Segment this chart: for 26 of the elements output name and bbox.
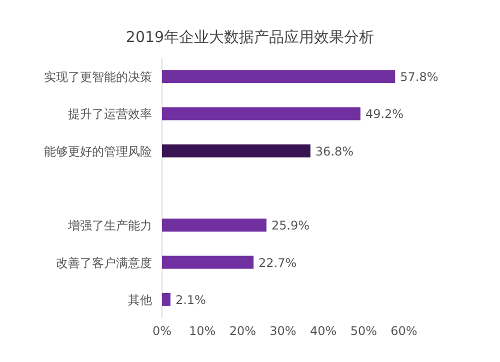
bar: [162, 107, 360, 120]
x-tick-label: 40%: [310, 324, 337, 338]
bar: [162, 70, 396, 84]
x-tick-label: 0%: [152, 324, 172, 338]
x-tick-label: 30%: [270, 324, 296, 338]
x-tick-label: 20%: [229, 324, 256, 338]
data-label: 36.8%: [315, 144, 354, 158]
bar: [162, 256, 254, 269]
x-tick-label: 60%: [390, 324, 418, 338]
x-tick-label: 10%: [188, 324, 216, 338]
data-label: 2.1%: [175, 292, 206, 307]
bar: [162, 218, 266, 232]
bar: [162, 144, 310, 158]
data-label: 25.9%: [271, 218, 310, 233]
y-tick-label: 其他: [128, 292, 152, 307]
data-label: 22.7%: [258, 256, 297, 270]
y-tick-label: 增强了生产能力: [67, 218, 152, 233]
chart-title: 2019年企业大数据产品应用效果分析: [126, 28, 374, 46]
y-tick-label: 能够更好的管理风险: [44, 144, 152, 158]
x-tick-label: 50%: [350, 324, 378, 338]
y-tick-label: 改善了客户满意度: [56, 256, 152, 270]
data-label: 49.2%: [365, 107, 404, 122]
data-label: 57.8%: [400, 70, 438, 84]
y-tick-label: 提升了运营效率: [68, 107, 152, 122]
bar: [162, 292, 170, 306]
y-tick-label: 实现了更智能的决策: [44, 70, 152, 84]
